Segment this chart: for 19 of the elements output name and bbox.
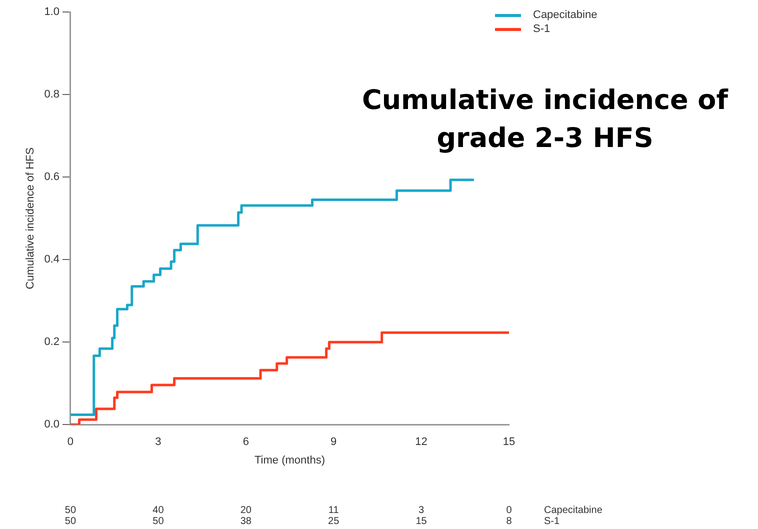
y-tick-label: 0.0 [44, 418, 60, 431]
y-tick-label: 0.6 [44, 171, 60, 184]
legend-label: S-1 [533, 23, 550, 35]
text: 50 40 20 11 3 0 Capecitabine [64, 504, 602, 516]
x-tick-label: 15 [502, 436, 516, 448]
text: 50 50 38 25 15 8 S-1 [64, 516, 560, 527]
y-tick-label: 1.0 [44, 6, 60, 18]
y-axis-title: Cumulative incidence of HFS [24, 147, 37, 290]
y-tick-label: 0.8 [44, 88, 60, 101]
y-tick-label: 0.4 [44, 254, 60, 266]
x-tick-label: 0 [67, 436, 74, 448]
x-tick-label: 6 [242, 436, 249, 448]
x-axis-title: Time (months) [254, 454, 325, 466]
x-tick-label: 12 [415, 436, 428, 448]
legend-label: Capecitabine [533, 9, 598, 21]
x-tick-label: 9 [330, 436, 337, 448]
y-tick-label: 0.2 [44, 336, 60, 348]
text: Cumulative incidence of grade 2-3 HFS [361, 84, 730, 156]
x-tick-label: 3 [155, 436, 162, 448]
